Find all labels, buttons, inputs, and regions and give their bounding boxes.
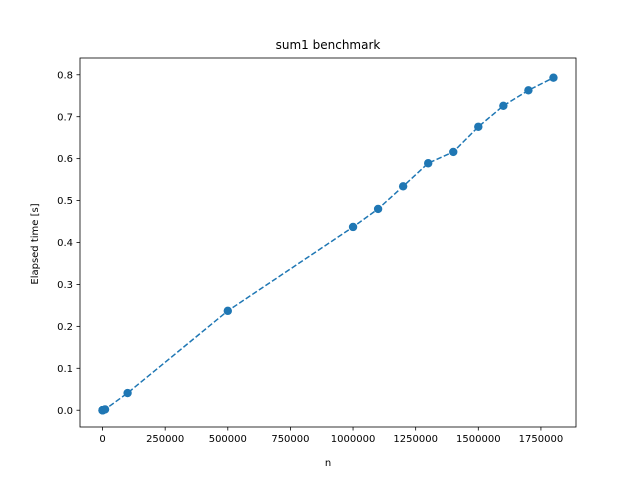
y-axis-label: Elapsed time [s] [30,203,41,284]
data-point [348,222,358,232]
x-tick-label: 1000000 [331,434,376,445]
data-point [398,182,408,191]
y-tick-label: 0.3 [57,280,73,291]
chart-title: sum1 benchmark [276,38,381,52]
y-tick-label: 0.8 [57,70,73,81]
x-tick-label: 0 [99,434,105,445]
x-axis-label: n [325,458,331,469]
data-point [223,306,232,316]
data-point [549,73,558,82]
x-tick-label: 250000 [146,434,184,445]
data-point [100,405,110,414]
data-point [474,122,483,131]
data-point [373,204,383,214]
data-point [424,159,433,168]
x-tick-label: 1250000 [393,434,438,445]
plot-area: 0 250000 500000 750000 1000000 1250000 1500000… [57,57,577,445]
data-point [499,101,508,111]
x-tick-label: 500000 [209,434,247,445]
y-tick-label: 0.6 [57,154,73,165]
x-tick-label: 1500000 [456,434,501,445]
y-tick-label: 0.0 [57,406,73,417]
x-tick-label: 1750000 [519,434,564,445]
y-tick-label: 0.7 [57,112,73,123]
x-tick-label: 750000 [271,434,309,445]
y-tick-label: 0.5 [57,196,73,207]
data-point [449,147,458,157]
y-tick-label: 0.1 [57,364,73,375]
y-tick-label: 0.2 [57,322,73,333]
y-tick-label: 0.4 [57,238,73,249]
data-point [123,388,132,398]
data-point [524,86,533,95]
